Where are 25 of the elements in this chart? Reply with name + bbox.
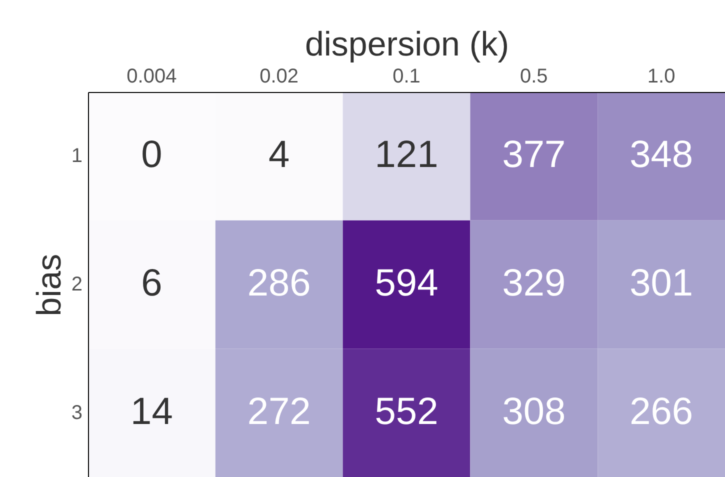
x-tick-label: 0.02 — [260, 66, 299, 88]
data-label: 0 — [141, 134, 162, 176]
y-tick-label: 2 — [71, 274, 82, 296]
data-label: 272 — [247, 390, 311, 433]
data-label: 286 — [247, 262, 311, 304]
y-tick-label: 3 — [71, 402, 82, 424]
x-tick-label: 0.004 — [126, 66, 177, 88]
data-label: 329 — [502, 262, 566, 304]
y-axis-title: bias — [30, 254, 68, 316]
data-label: 308 — [502, 390, 566, 433]
data-label: 552 — [374, 390, 438, 433]
x-axis-title: dispersion (k) — [304, 26, 510, 64]
x-tick-label: 0.1 — [392, 66, 420, 88]
y-tick-label: 1 — [71, 145, 82, 168]
data-label: 348 — [630, 134, 694, 176]
data-label: 121 — [374, 134, 438, 176]
x-tick-label: 1.0 — [647, 66, 676, 88]
data-label: 266 — [630, 390, 694, 433]
data-label: 377 — [502, 134, 566, 176]
x-tick-label: 0.5 — [520, 66, 548, 88]
data-label: 301 — [630, 262, 694, 304]
data-label: 6 — [141, 262, 162, 304]
data-label: 594 — [374, 262, 438, 304]
data-label: 14 — [130, 390, 173, 433]
data-label: 4 — [268, 134, 290, 176]
